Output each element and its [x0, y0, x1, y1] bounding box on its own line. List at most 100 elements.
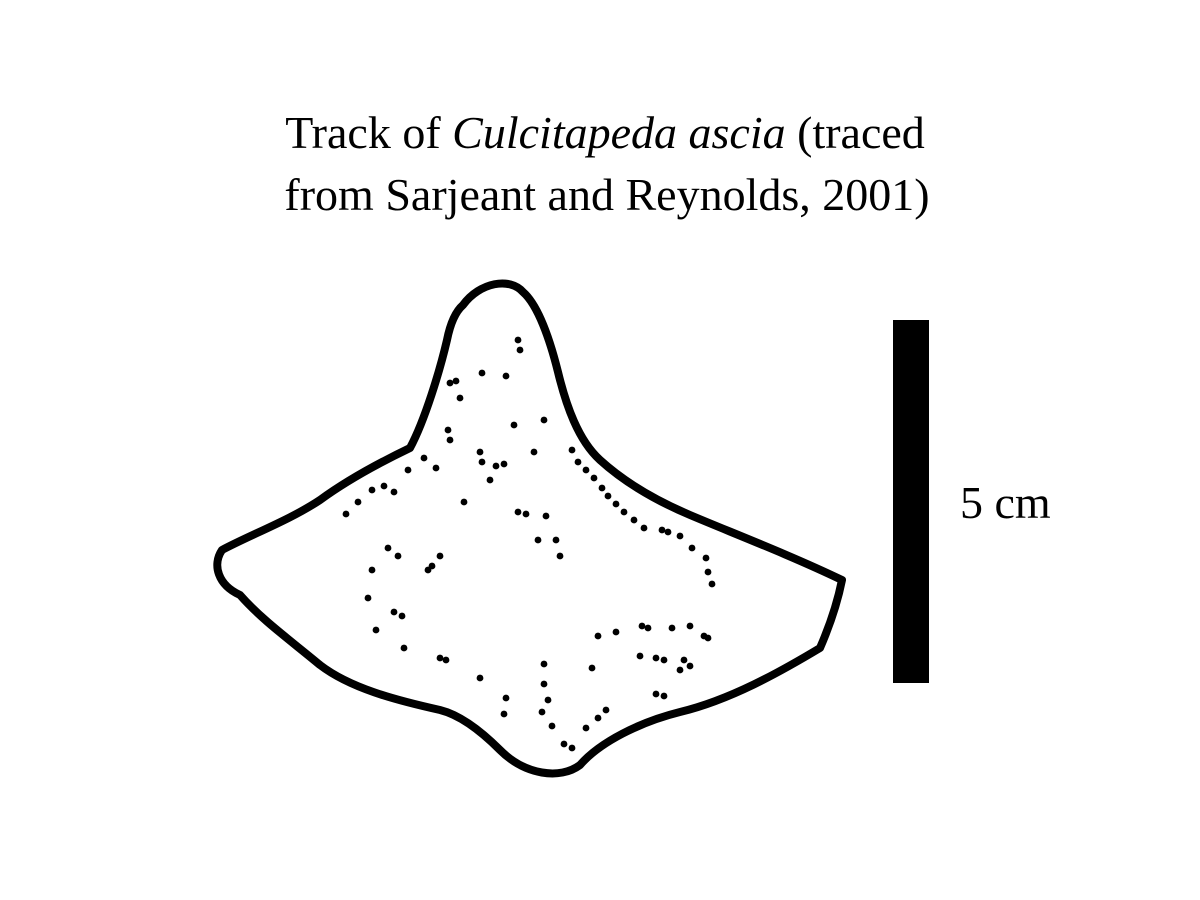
stipple-dot: [612, 500, 620, 508]
title-suffix: (traced: [785, 107, 925, 158]
stipple-dot: [568, 446, 576, 454]
stipple-dot: [636, 652, 644, 660]
stipple-dot: [588, 664, 596, 672]
stipple-dot: [704, 634, 712, 642]
stipple-dot: [660, 656, 668, 664]
stipple-dot: [394, 552, 402, 560]
stipple-dot: [660, 692, 668, 700]
stipple-dot: [560, 740, 568, 748]
stipple-dot: [676, 532, 684, 540]
stipple-dot: [510, 421, 518, 429]
stipple-dot: [540, 660, 548, 668]
stipple-dot: [354, 498, 362, 506]
stipple-dot: [686, 622, 694, 630]
stipple-dot: [658, 526, 666, 534]
stipple-dot: [514, 336, 522, 344]
stipple-dot: [456, 394, 464, 402]
stipple-dot: [486, 476, 494, 484]
stipple-dot: [540, 680, 548, 688]
stipple-dot: [476, 674, 484, 682]
stipple-dot: [436, 552, 444, 560]
scale-label: 5 cm: [960, 477, 1051, 528]
stipple-dot: [568, 744, 576, 752]
stipple-dot: [604, 492, 612, 500]
stipple-dot: [582, 466, 590, 474]
stipple-dot: [612, 628, 620, 636]
stipple-dot: [460, 498, 468, 506]
stipple-dot: [704, 568, 712, 576]
stipple-dot: [598, 484, 606, 492]
stipple-dot: [446, 436, 454, 444]
stipple-dot: [538, 708, 546, 716]
stipple-dot: [502, 694, 510, 702]
stipple-dot: [530, 448, 538, 456]
stipple-dot: [516, 346, 524, 354]
stipple-dot: [594, 632, 602, 640]
stipple-dot: [390, 488, 398, 496]
stipple-dot: [404, 466, 412, 474]
stipple-dot: [688, 544, 696, 552]
pad-dots: [342, 336, 716, 752]
stipple-dot: [574, 458, 582, 466]
stipple-dot: [702, 554, 710, 562]
stipple-dot: [432, 464, 440, 472]
stipple-dot: [500, 460, 508, 468]
stipple-dot: [478, 458, 486, 466]
stipple-dot: [590, 474, 598, 482]
stipple-dot: [476, 448, 484, 456]
title-line-1: Track of Culcitapeda ascia (traced: [5, 110, 1200, 156]
stipple-dot: [502, 372, 510, 380]
stipple-dot: [680, 656, 688, 664]
stipple-dot: [444, 426, 452, 434]
stipple-dot: [540, 416, 548, 424]
stipple-dot: [652, 654, 660, 662]
stipple-dot: [436, 654, 444, 662]
stipple-dot: [664, 528, 672, 536]
stipple-dot: [368, 486, 376, 494]
stipple-dot: [478, 369, 486, 377]
title-line-2: from Sarjeant and Reynolds, 2001): [284, 169, 930, 220]
stipple-dot: [686, 662, 694, 670]
stipple-dot: [676, 666, 684, 674]
stipple-dot: [630, 516, 638, 524]
stipple-dot: [594, 714, 602, 722]
title-species-name: Culcitapeda ascia: [452, 107, 786, 158]
stipple-dot: [446, 379, 454, 387]
stipple-dot: [452, 377, 460, 385]
stipple-dot: [708, 580, 716, 588]
stipple-dot: [556, 552, 564, 560]
stipple-dot: [390, 608, 398, 616]
scale-bar: [893, 320, 929, 683]
stipple-dot: [368, 566, 376, 574]
stipple-dot: [542, 512, 550, 520]
stipple-dot: [534, 536, 542, 544]
stipple-dot: [380, 482, 388, 490]
stipple-dot: [644, 624, 652, 632]
stipple-dot: [548, 722, 556, 730]
stipple-dot: [620, 508, 628, 516]
stipple-dot: [398, 612, 406, 620]
stipple-dot: [420, 454, 428, 462]
stipple-dot: [602, 706, 610, 714]
stipple-dot: [372, 626, 380, 634]
stipple-dot: [652, 690, 660, 698]
stipple-dot: [522, 510, 530, 518]
stipple-dot: [638, 622, 646, 630]
stipple-dot: [384, 544, 392, 552]
stipple-dot: [582, 724, 590, 732]
stipple-dot: [492, 462, 500, 470]
stipple-dot: [442, 656, 450, 664]
stipple-dot: [668, 624, 676, 632]
stipple-dot: [364, 594, 372, 602]
track-outline: [213, 279, 846, 778]
stipple-dot: [640, 524, 648, 532]
title-prefix: Track of: [285, 107, 453, 158]
stipple-dot: [552, 536, 560, 544]
stipple-dot: [424, 566, 432, 574]
stipple-dot: [544, 696, 552, 704]
stipple-dot: [500, 710, 508, 718]
stipple-dot: [400, 644, 408, 652]
stipple-dot: [514, 508, 522, 516]
